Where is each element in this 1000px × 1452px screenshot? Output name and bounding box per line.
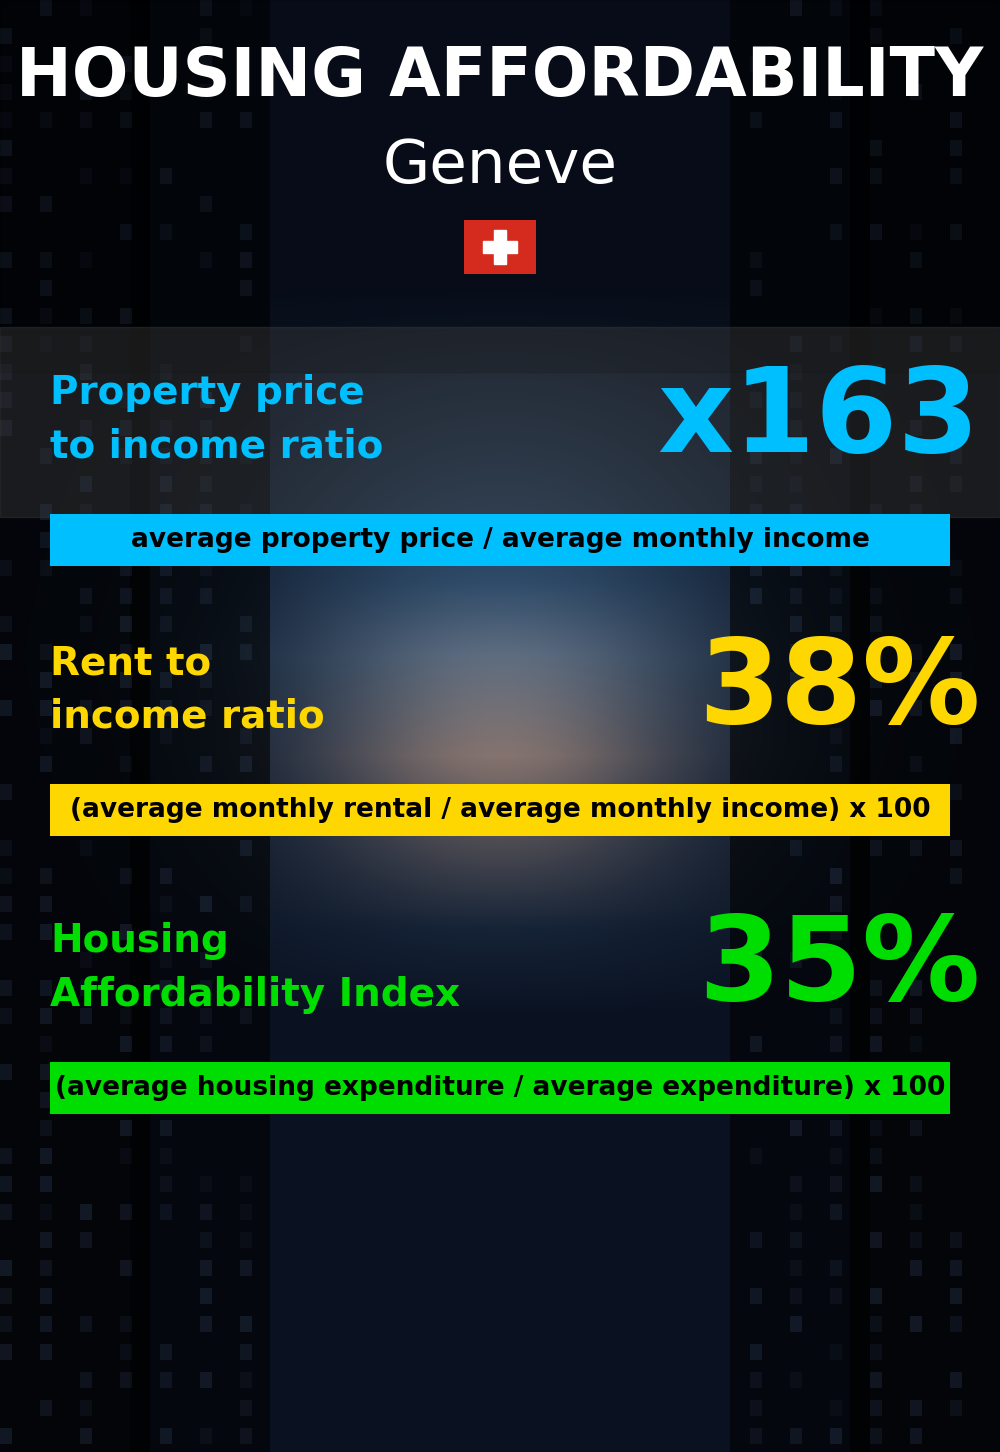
FancyBboxPatch shape [50,1061,950,1114]
Text: 38%: 38% [698,633,980,748]
Text: Geneve: Geneve [382,138,618,196]
Text: Property price
to income ratio: Property price to income ratio [50,375,383,466]
Text: 35%: 35% [698,910,980,1025]
Text: Rent to
income ratio: Rent to income ratio [50,645,325,736]
Bar [0,0,1000,372]
Text: (average monthly rental / average monthly income) x 100: (average monthly rental / average monthl… [70,797,930,823]
Bar [483,241,517,253]
Text: x163: x163 [658,363,980,478]
Text: HOUSING AFFORDABILITY: HOUSING AFFORDABILITY [16,44,984,110]
Text: average property price / average monthly income: average property price / average monthly… [131,527,869,553]
Bar [0,327,1000,517]
Text: (average housing expenditure / average expenditure) x 100: (average housing expenditure / average e… [55,1074,945,1101]
FancyBboxPatch shape [50,784,950,836]
FancyBboxPatch shape [464,221,536,274]
Bar [494,229,506,264]
FancyBboxPatch shape [50,514,950,566]
Text: Housing
Affordability Index: Housing Affordability Index [50,922,460,1013]
